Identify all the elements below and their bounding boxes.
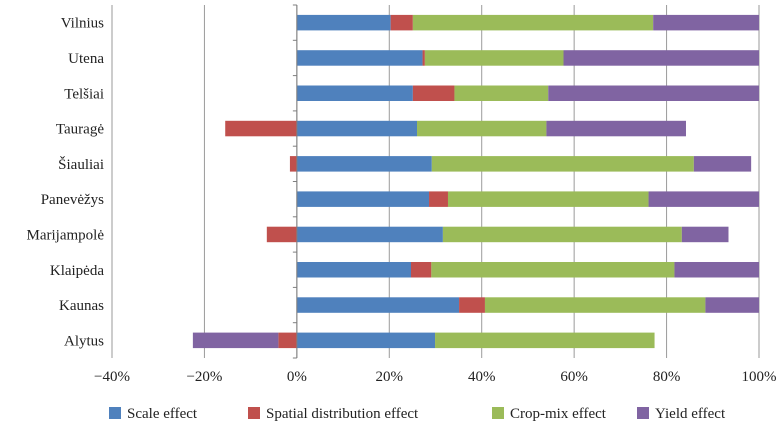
bar-segment (296, 85, 413, 101)
bar-segment (296, 120, 418, 137)
bar-segment (192, 332, 279, 349)
x-tick-label: 20% (376, 369, 404, 385)
bar-segment (424, 50, 564, 66)
bar-segment (653, 14, 759, 31)
bar-segment (422, 50, 425, 66)
legend-label: Yield effect (655, 406, 726, 422)
bar-segment (548, 85, 759, 101)
category-label: Telšiai (64, 86, 104, 102)
bar-segment (296, 226, 443, 243)
legend-swatch (248, 407, 260, 419)
legend-label: Spatial distribution effect (266, 406, 419, 422)
bar-segment (278, 332, 297, 349)
bar-segment (648, 191, 759, 207)
legend-swatch (492, 407, 504, 419)
category-label: Alytus (64, 333, 104, 349)
x-tick-label: −20% (186, 369, 222, 385)
bar-segment (459, 297, 485, 313)
bar-segment (681, 226, 729, 243)
bar-segment (296, 50, 423, 66)
bar-segment (693, 156, 752, 172)
bar-segment (289, 156, 297, 172)
category-label: Kaunas (59, 298, 104, 314)
bar-segment (429, 191, 448, 207)
category-label: Utena (68, 51, 104, 67)
bar-segment (674, 262, 759, 278)
x-tick-label: 40% (468, 369, 496, 385)
bar-segment (442, 226, 682, 243)
bar-segment (266, 226, 297, 243)
category-label: Tauragė (56, 122, 104, 138)
bar-segment (296, 14, 391, 31)
category-label: Šiauliai (58, 156, 104, 173)
legend-swatch (637, 407, 649, 419)
bars (192, 14, 759, 349)
bar-segment (484, 297, 706, 313)
x-tick-label: 0% (287, 369, 307, 385)
bar-segment (296, 297, 460, 313)
category-label: Klaipėda (50, 263, 104, 279)
bar-segment (435, 332, 655, 349)
bar-segment (563, 50, 759, 66)
bar-segment (225, 120, 297, 137)
category-label: Marijampolė (27, 227, 105, 243)
category-label: Vilnius (61, 16, 104, 32)
x-tick-label: −40% (94, 369, 130, 385)
bar-segment (431, 262, 675, 278)
category-label: Panevėžys (41, 192, 104, 208)
bar-segment (296, 262, 412, 278)
bar-segment (417, 120, 547, 137)
legend-swatch (109, 407, 121, 419)
bar-segment (296, 156, 432, 172)
x-axis: −40% −20% 0% 20% 40% 60% 80% 100% (94, 4, 777, 385)
category-labels: Vilnius Utena Telšiai Tauragė Šiauliai Panevė… (27, 16, 105, 350)
bar-segment (431, 156, 694, 172)
legend-label: Crop-mix effect (510, 406, 607, 422)
bar-segment (296, 332, 436, 349)
bar-segment (705, 297, 759, 313)
x-tick-label: 80% (653, 369, 681, 385)
x-tick-label: 100% (742, 369, 777, 385)
bar-segment (390, 14, 413, 31)
legend-label: Scale effect (127, 406, 198, 422)
bar-segment (412, 14, 654, 31)
bar-segment (411, 262, 432, 278)
bar-segment (447, 191, 649, 207)
bar-segment (546, 120, 686, 137)
bar-segment (454, 85, 549, 101)
bar-segment (412, 85, 455, 101)
bar-segment (296, 191, 430, 207)
legend: Scale effect Spatial distribution effect C… (109, 406, 726, 422)
x-tick-label: 60% (560, 369, 588, 385)
